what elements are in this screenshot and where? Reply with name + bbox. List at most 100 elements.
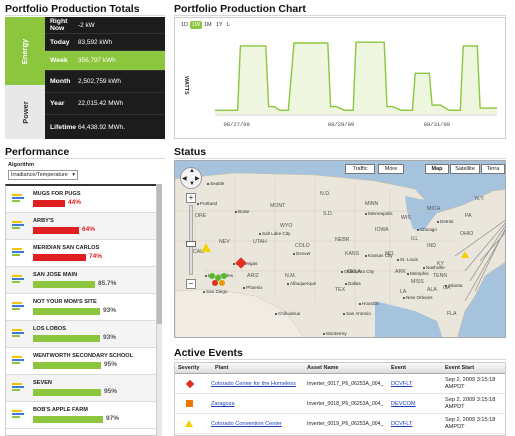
chevron-down-icon: ▾ (72, 172, 75, 178)
performance-bar (33, 281, 95, 288)
map-satellite-button[interactable]: Satellite (450, 164, 480, 174)
map-city-label: Atlanta (445, 283, 462, 288)
map-state-label: MONT (270, 203, 286, 209)
pan-right-icon[interactable]: ▶ (195, 176, 200, 182)
col-event-start[interactable]: Event Start (445, 365, 475, 371)
performance-item[interactable]: MERIDIAN SAN CARLOS 74% (6, 240, 157, 267)
map-state-label: PA (465, 213, 472, 219)
performance-item[interactable]: ARBY'S 64% (6, 213, 157, 240)
plant-name: NOT YOUR MOM'S SITE (33, 299, 97, 305)
map-state-label: KY (437, 261, 444, 267)
performance-percent: 93% (103, 307, 117, 314)
map-state-label: N.M. (285, 273, 296, 279)
plant-icon (12, 194, 24, 204)
chart-x-tick-label: 08/27/09 (223, 121, 249, 128)
plant-name: ARBY'S (33, 218, 54, 224)
map-marker-cluster[interactable] (209, 273, 229, 287)
performance-scrollbar[interactable] (156, 184, 162, 436)
col-asset[interactable]: Asset Name (307, 365, 339, 371)
col-plant[interactable]: Plant (215, 365, 229, 371)
performance-item[interactable]: NOT YOUR MOM'S SITE 93% (6, 294, 157, 321)
event-code-link[interactable]: DCVFLT (391, 421, 413, 427)
map-state-label: MO. (385, 251, 395, 257)
performance-item[interactable]: MUGS FOR PUGS 44% (6, 186, 157, 213)
event-code-link[interactable]: DEVCOM (391, 401, 416, 407)
map-city-label: Chicago (417, 227, 437, 232)
map-marker-east-warning[interactable] (461, 251, 469, 258)
col-event[interactable]: Event (391, 365, 406, 371)
event-plant-link[interactable]: Zaragoza (211, 401, 235, 407)
algorithm-select[interactable]: Irradiance/Temperature ▾ (8, 170, 78, 180)
map-city-label: Denver (293, 251, 311, 256)
performance-percent: 64% (82, 226, 96, 233)
energy-group-label[interactable]: Energy (5, 17, 45, 85)
map-city-label: Monterrey (323, 331, 347, 336)
performance-item[interactable]: SAN JOSE MAIN 85.7% (6, 267, 157, 294)
event-row[interactable]: Zaragoza Inverter_0018_P6_06253A_004_ DEVC… (175, 395, 505, 414)
map-city-label: Seattle (207, 181, 224, 186)
performance-item[interactable]: SEVEN 95% (6, 375, 157, 402)
map-state-label: WYO (280, 223, 293, 229)
map-state-label: WIS (401, 215, 411, 221)
event-row[interactable]: Colorado Convention Center Inverter_0019_… (175, 415, 505, 434)
range-1y-button[interactable]: 1Y (216, 22, 223, 28)
pan-left-icon[interactable]: ◀ (182, 176, 187, 182)
performance-item[interactable]: LOS LOBOS 93% (6, 321, 157, 348)
plant-name: MUGS FOR PUGS (33, 191, 81, 197)
event-plant-link[interactable]: Colorado Convention Center (211, 421, 282, 427)
map-city-label: San Antonio (343, 311, 371, 316)
map-state-label: COLO (295, 243, 310, 249)
map-more-button[interactable]: More (378, 164, 404, 174)
plant-icon (12, 410, 24, 420)
range-1w-button[interactable]: 1W (190, 21, 203, 29)
map-terra-button[interactable]: Terra (481, 164, 505, 174)
plant-icon (12, 329, 24, 339)
plant-icon (12, 221, 24, 231)
totals-row-year: Year 22,015.42 MWh (45, 93, 165, 115)
map-state-label: MISS (411, 279, 424, 285)
range-lifetime-button[interactable]: L (227, 22, 231, 28)
zoom-out-button[interactable]: − (186, 279, 196, 289)
performance-list: MUGS FOR PUGS 44% ARBY'S 64% MERIDIAN SAN CA… (5, 184, 162, 436)
pan-down-icon[interactable]: ▼ (189, 181, 195, 187)
col-severity[interactable]: Severity (178, 365, 200, 371)
performance-percent: 85.7% (98, 280, 117, 287)
map-traffic-button[interactable]: Traffic (345, 164, 375, 174)
map-city-label: Las Vegas (233, 261, 257, 266)
event-start: Sep 2, 2009 3:15:18 AMPDT (445, 377, 496, 390)
performance-item[interactable]: BOB'S APPLE FARM 97% (6, 402, 157, 429)
performance-percent: 97% (106, 415, 120, 422)
performance-bar (33, 308, 100, 315)
power-group-label[interactable]: Power (5, 85, 45, 139)
map-state-label: IND (427, 243, 436, 249)
map-city-label: St. Louis (397, 257, 418, 262)
map-land (175, 172, 505, 337)
performance-panel: Algorithm Irradiance/Temperature ▾ MUGS F… (5, 162, 165, 436)
pan-up-icon[interactable]: ▲ (189, 168, 195, 174)
event-start: Sep 2, 2009 3:15:18 AMPDT (445, 397, 496, 410)
map-state-label: FLA (447, 311, 457, 317)
event-code-link[interactable]: DCVFLT (391, 381, 413, 387)
performance-percent: 44% (68, 199, 82, 206)
production-chart: 1D 1W 1M 1Y L WATTS 08/27/09 08/29/09 08/3… (174, 17, 506, 139)
plant-name: BOB'S APPLE FARM (33, 407, 88, 413)
event-row[interactable]: Colorado Center for the Homeless Inverter… (175, 375, 505, 394)
chart-x-tick-label: 08/29/09 (328, 121, 354, 128)
status-map[interactable]: ▲ ◀ ▶ ▼ + − Traffic More Map Satellite T… (174, 160, 506, 338)
range-1m-button[interactable]: 1M (204, 22, 212, 28)
totals-row-week[interactable]: Week 356,797 kWh (45, 51, 165, 71)
event-plant-link[interactable]: Colorado Center for the Homeless (211, 381, 296, 387)
performance-item[interactable]: WENTWORTH SECONDARY SCHOOL 95% (6, 348, 157, 375)
status-title: Status (174, 146, 207, 158)
zoom-slider-handle[interactable] (186, 241, 196, 247)
chart-x-tick-label: 08/31/09 (424, 121, 450, 128)
map-map-button[interactable]: Map (425, 164, 449, 174)
zoom-in-button[interactable]: + (186, 193, 196, 203)
map-marker-warning[interactable] (201, 243, 211, 252)
map-city-label: Boise (235, 209, 250, 214)
algorithm-label: Algorithm (8, 162, 34, 168)
performance-bar (33, 362, 101, 369)
zoom-slider[interactable] (189, 205, 193, 275)
map-pan-control[interactable]: ▲ ◀ ▶ ▼ (180, 167, 202, 189)
range-1d-button[interactable]: 1D (181, 22, 189, 28)
